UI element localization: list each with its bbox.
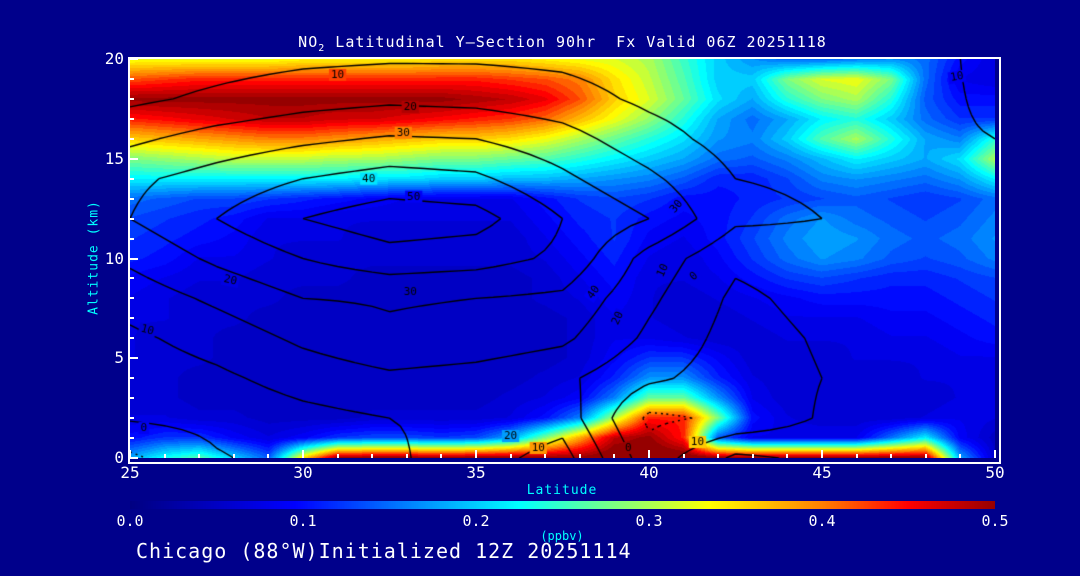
y-tick-label: 5 <box>114 348 124 368</box>
colorbar-tick-label: 0.5 <box>981 512 1009 530</box>
x-minor-tick <box>751 454 754 458</box>
y-minor-tick <box>130 217 134 220</box>
x-minor-tick <box>405 454 408 458</box>
x-tick-label: 40 <box>639 463 659 482</box>
footer-annotation: Chicago (88°W)Initialized 12Z 20251114 <box>136 539 632 563</box>
x-minor-tick <box>890 454 893 458</box>
y-minor-tick <box>130 137 134 140</box>
x-tick-label: 35 <box>466 463 486 482</box>
x-axis-label: Latitude <box>526 483 598 498</box>
x-minor-tick <box>336 454 339 458</box>
y-tick-label: 10 <box>104 248 124 268</box>
y-minor-tick <box>130 237 134 240</box>
x-minor-tick <box>924 454 927 458</box>
colorbar-canvas <box>130 501 995 509</box>
plot-area <box>129 58 996 459</box>
y-minor-tick <box>130 417 134 420</box>
page-title: NO2 Latitudinal Y—Section 90hr Fx Valid … <box>130 33 995 54</box>
x-minor-tick <box>613 454 616 458</box>
x-minor-tick <box>440 454 443 458</box>
title-base: NO <box>298 33 319 51</box>
y-minor-tick <box>130 337 134 340</box>
x-minor-tick <box>371 454 374 458</box>
contour-canvas <box>130 59 995 458</box>
y-major-tick <box>130 257 138 260</box>
y-major-tick <box>130 157 138 160</box>
x-minor-tick <box>163 454 166 458</box>
title-subscript: 2 <box>318 43 326 54</box>
x-minor-tick <box>855 454 858 458</box>
x-tick-label: 45 <box>812 463 832 482</box>
x-tick-label: 25 <box>120 463 140 482</box>
x-minor-tick <box>682 454 685 458</box>
x-minor-tick <box>786 454 789 458</box>
y-minor-tick <box>130 317 134 320</box>
colorbar-tick-label: 0.3 <box>635 512 663 530</box>
x-minor-tick <box>198 454 201 458</box>
x-minor-tick <box>578 454 581 458</box>
y-major-tick <box>130 58 138 60</box>
y-tick-label: 0 <box>114 448 124 467</box>
title-rest: Latitudinal Y—Section 90hr Fx Valid 06Z … <box>325 33 827 51</box>
x-minor-tick <box>544 454 547 458</box>
x-major-tick <box>129 450 131 458</box>
x-major-tick <box>475 450 477 458</box>
y-minor-tick <box>130 177 134 180</box>
x-minor-tick <box>232 454 235 458</box>
x-major-tick <box>648 450 650 458</box>
x-major-tick <box>821 450 823 458</box>
y-major-tick <box>130 457 138 459</box>
x-major-tick <box>302 450 304 458</box>
y-minor-tick <box>130 117 134 120</box>
y-minor-tick <box>130 377 134 380</box>
y-tick-label: 15 <box>104 148 124 168</box>
y-minor-tick <box>130 277 134 280</box>
y-tick-label: 20 <box>104 49 124 68</box>
y-minor-tick <box>130 77 134 80</box>
y-minor-tick <box>130 297 134 300</box>
x-minor-tick <box>717 454 720 458</box>
x-tick-label: 50 <box>985 463 1005 482</box>
x-major-tick <box>994 450 996 458</box>
x-tick-label: 30 <box>293 463 313 482</box>
y-minor-tick <box>130 97 134 100</box>
colorbar-unit-label: (ppbv) <box>540 529 584 543</box>
y-minor-tick <box>130 397 134 400</box>
y-major-tick <box>130 357 138 360</box>
y-minor-tick <box>130 437 134 440</box>
colorbar-tick-label: 0.2 <box>462 512 490 530</box>
x-minor-tick <box>959 454 962 458</box>
colorbar-tick-label: 0.4 <box>808 512 836 530</box>
colorbar-tick-label: 0.0 <box>116 512 144 530</box>
x-minor-tick <box>267 454 270 458</box>
x-minor-tick <box>509 454 512 458</box>
y-minor-tick <box>130 197 134 200</box>
colorbar-tick-label: 0.1 <box>289 512 317 530</box>
